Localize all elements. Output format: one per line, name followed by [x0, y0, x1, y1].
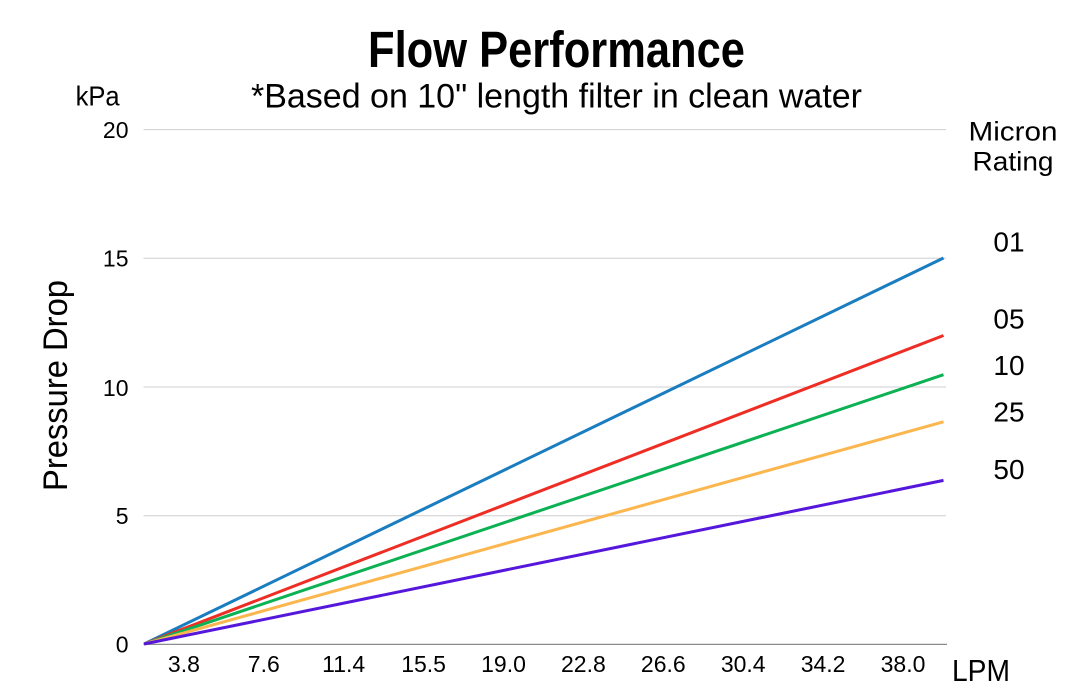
svg-text:Pressure Drop: Pressure Drop [37, 280, 75, 491]
svg-text:*Based on 10" length filter in: *Based on 10" length filter in clean wat… [251, 78, 862, 116]
svg-text:20: 20 [103, 117, 129, 143]
svg-text:25: 25 [993, 397, 1024, 428]
svg-text:Micron: Micron [969, 117, 1058, 147]
svg-text:10: 10 [103, 375, 129, 401]
svg-text:05: 05 [993, 304, 1024, 335]
svg-text:5: 5 [116, 503, 129, 529]
svg-text:34.2: 34.2 [801, 651, 846, 677]
svg-text:7.6: 7.6 [248, 651, 280, 677]
svg-text:15.5: 15.5 [401, 651, 446, 677]
svg-text:01: 01 [993, 227, 1024, 258]
svg-text:Flow Performance: Flow Performance [368, 21, 745, 78]
svg-text:30.4: 30.4 [721, 651, 766, 677]
svg-text:11.4: 11.4 [322, 651, 365, 677]
svg-text:26.6: 26.6 [641, 651, 686, 677]
svg-text:19.0: 19.0 [481, 651, 526, 677]
svg-text:10: 10 [993, 350, 1024, 381]
svg-text:0: 0 [116, 631, 129, 657]
svg-text:15: 15 [103, 246, 129, 272]
svg-text:Rating: Rating [973, 147, 1054, 177]
svg-text:22.8: 22.8 [561, 651, 606, 677]
svg-text:kPa: kPa [76, 81, 120, 112]
svg-text:38.0: 38.0 [881, 651, 926, 677]
svg-text:50: 50 [993, 454, 1024, 485]
svg-text:3.8: 3.8 [168, 651, 200, 677]
svg-text:LPM: LPM [952, 653, 1010, 688]
